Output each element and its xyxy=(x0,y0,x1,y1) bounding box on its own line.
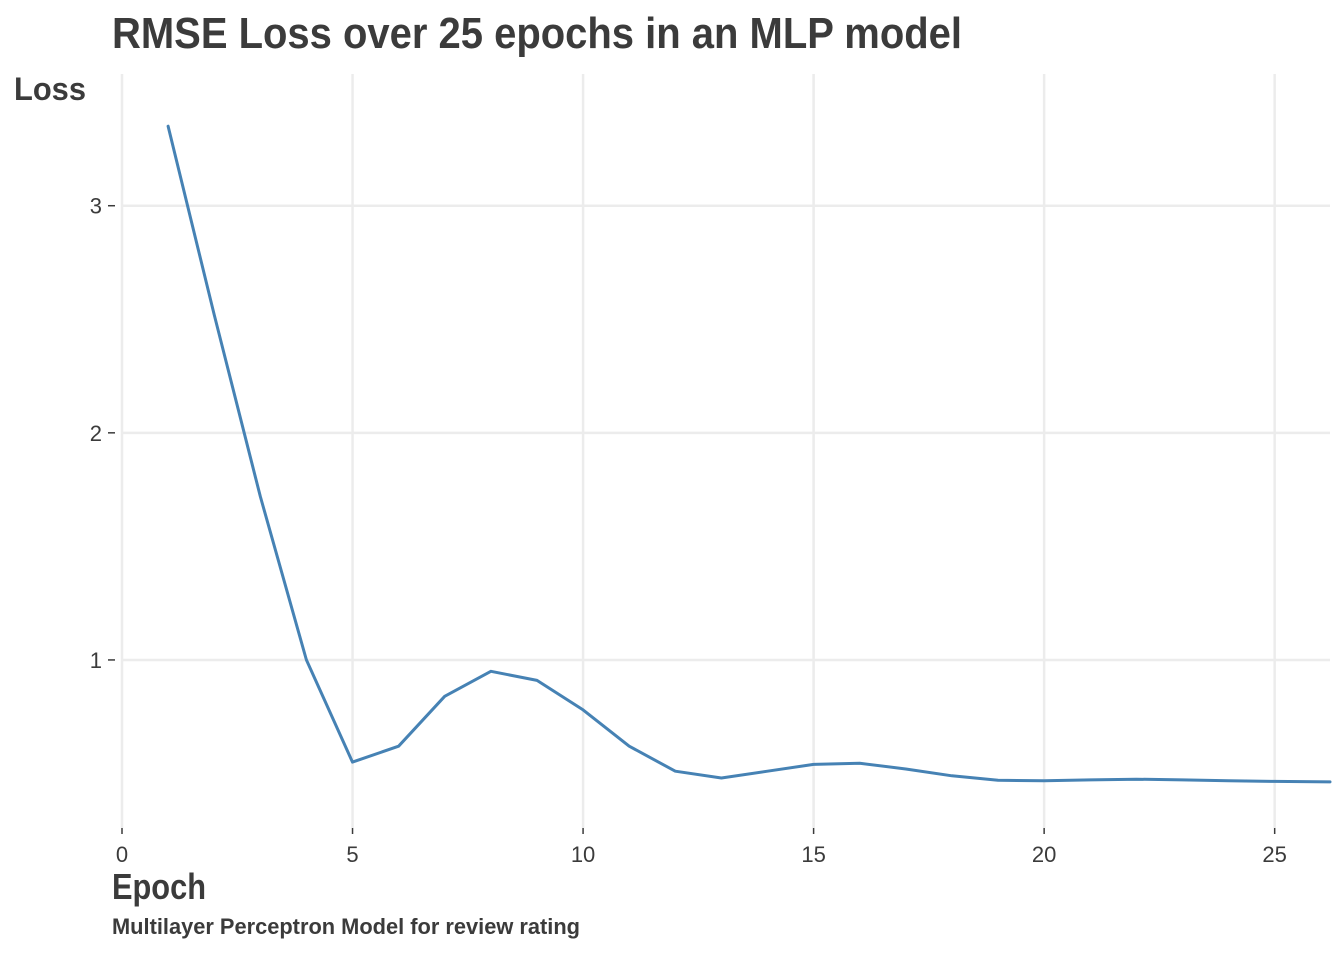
chart-caption: Multilayer Perceptron Model for review r… xyxy=(112,914,580,939)
x-axis-label: Epoch xyxy=(112,866,206,907)
chart-title: RMSE Loss over 25 epochs in an MLP model xyxy=(112,9,962,58)
axis-ticks xyxy=(108,204,1276,834)
x-tick-label: 15 xyxy=(801,842,825,867)
x-tick-label: 20 xyxy=(1032,842,1056,867)
x-tick-label: 5 xyxy=(346,842,358,867)
y-axis-label: Loss xyxy=(14,71,86,107)
x-tick-label: 25 xyxy=(1262,842,1286,867)
tick-labels: 0 5 10 15 20 25 1 2 3 xyxy=(90,194,1287,867)
series-layer xyxy=(166,124,1332,784)
x-tick-label: 0 xyxy=(116,842,128,867)
y-tick-label: 2 xyxy=(90,421,102,446)
grid-lines xyxy=(120,74,1330,828)
y-tick-label: 3 xyxy=(90,194,102,219)
y-tick-label: 1 xyxy=(90,648,102,673)
loss-line xyxy=(166,124,1332,784)
x-tick-label: 10 xyxy=(571,842,595,867)
